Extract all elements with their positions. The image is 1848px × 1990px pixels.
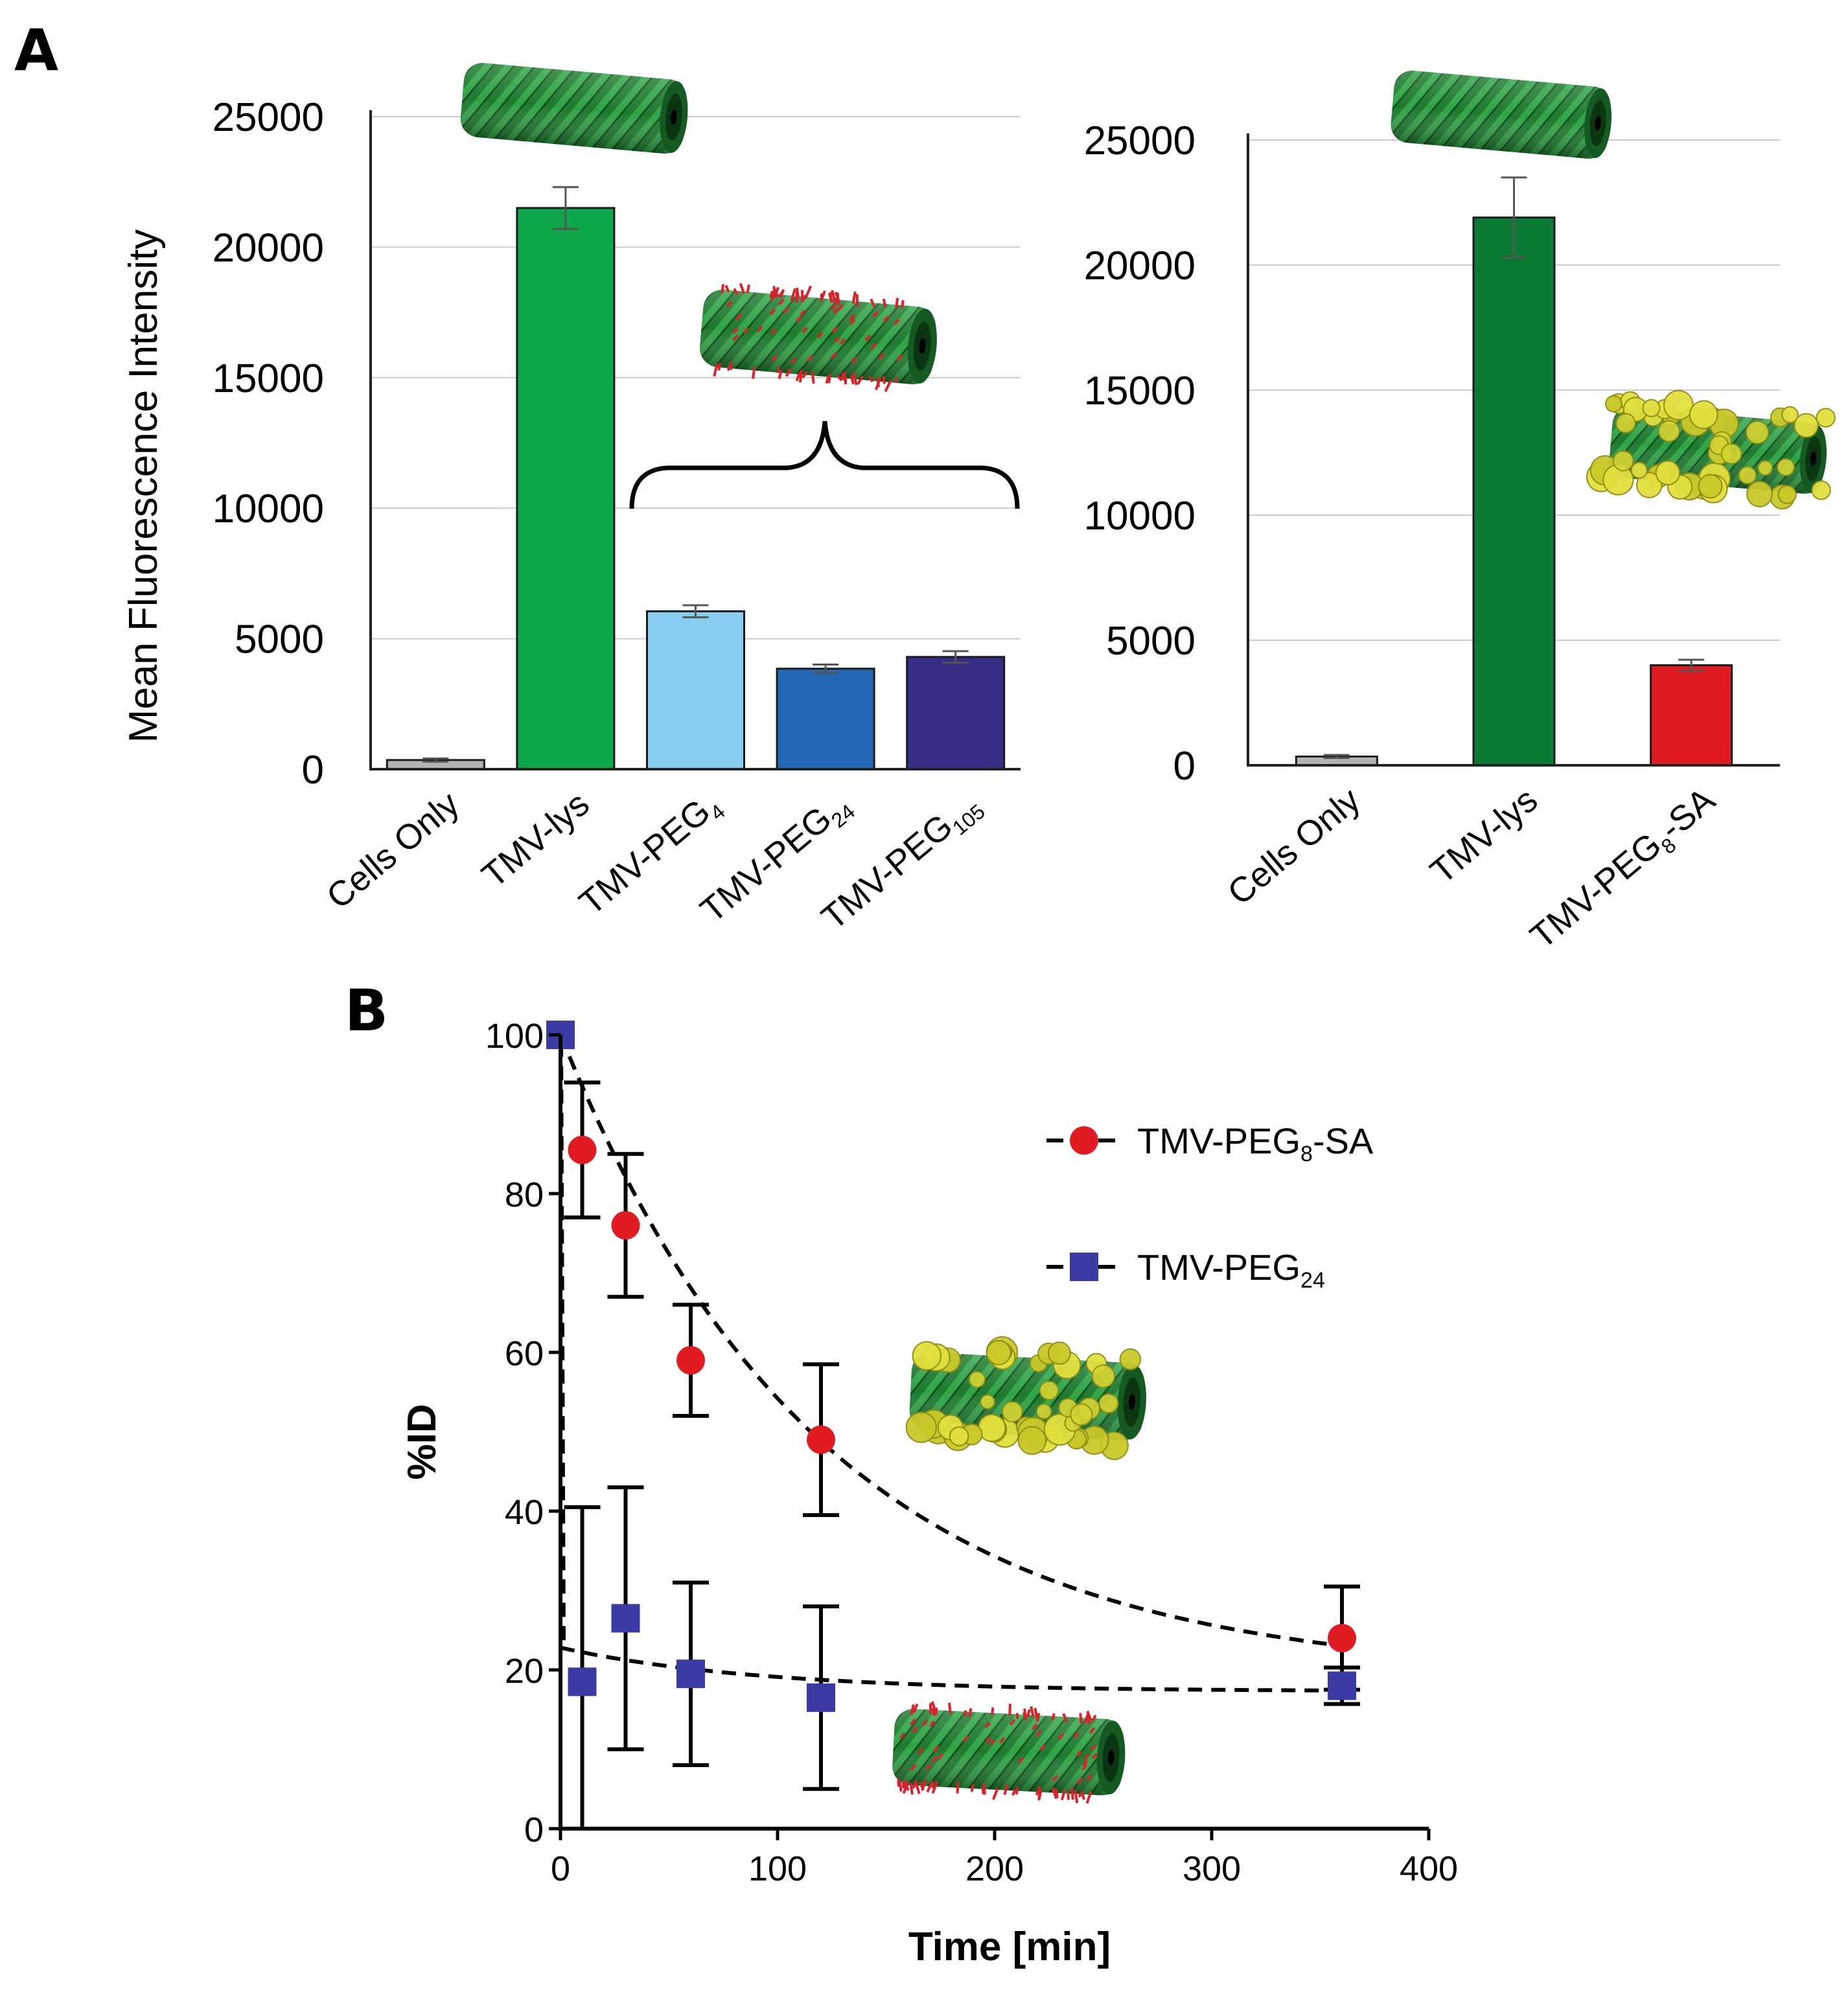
- legend: TMV-PEG8-SA TMV-PEG24: [1046, 1120, 1374, 1293]
- y-tick-label: 80: [505, 1175, 544, 1214]
- bar: [1650, 664, 1733, 767]
- legend-entry: TMV-PEG8-SA: [1046, 1120, 1374, 1166]
- error-bar: [682, 604, 709, 619]
- error-bar: [1678, 658, 1705, 672]
- error-bar: [552, 186, 579, 230]
- x-tick-label: Cells Only: [319, 784, 467, 916]
- tmv-rod-icon: [459, 61, 691, 156]
- data-point: [1328, 1624, 1356, 1652]
- bars: [386, 207, 1006, 770]
- y-tick-labels: 0 5000 10000 15000 20000 25000: [213, 95, 324, 793]
- x-tick-label: Cells Only: [1220, 780, 1367, 912]
- y-tick-label: 10000: [1084, 494, 1195, 538]
- error-bar: [942, 650, 969, 664]
- axes: [1247, 133, 1780, 767]
- legend-entry: TMV-PEG24: [1046, 1247, 1325, 1293]
- group-brace: [629, 421, 1020, 509]
- bar: [516, 207, 616, 770]
- bar: [906, 656, 1006, 770]
- axes: [549, 1033, 1431, 1840]
- error-bar: [1323, 754, 1350, 759]
- chart-a-left: 0 5000 10000 15000 20000 25000 Cells Only TMV-…: [121, 61, 1021, 938]
- y-tick-label: 20000: [1084, 244, 1195, 288]
- y-tick-label: 0: [302, 748, 324, 793]
- data-point: [1328, 1671, 1356, 1700]
- bar: [1472, 216, 1556, 767]
- legend-marker: [1070, 1126, 1098, 1155]
- y-tick-labels: 0 5000 10000 15000 20000 25000: [1084, 119, 1195, 789]
- x-tick-label: 0: [551, 1849, 570, 1888]
- x-tick-labels: Cells Only TMV-lysTMV-PEG4TMV-PEG24TMV-PE…: [319, 784, 989, 937]
- error-bar: [422, 757, 449, 763]
- data-point: [676, 1346, 705, 1375]
- panel-label-b: B: [345, 977, 388, 1044]
- y-tick-label: 10000: [213, 487, 324, 531]
- y-tick-label: 40: [505, 1493, 544, 1532]
- y-tick-label: 60: [505, 1334, 544, 1373]
- legend-marker: [1070, 1253, 1098, 1281]
- legend-label: TMV-PEG8-SA: [1137, 1120, 1374, 1166]
- fit-curve: [560, 1645, 1342, 1693]
- panel-label-a: A: [14, 17, 58, 84]
- x-tick-label: 300: [1183, 1849, 1241, 1888]
- x-tick-label: 100: [748, 1849, 807, 1888]
- x-axis-label: Time [min]: [908, 1925, 1111, 1969]
- y-tick-label: 15000: [1084, 369, 1195, 413]
- y-tick-label: 100: [485, 1017, 544, 1056]
- axes: [369, 110, 1021, 770]
- x-tick-labels: 0 100 200 300 400: [551, 1849, 1458, 1888]
- data-point: [611, 1604, 640, 1633]
- error-bar: [813, 663, 839, 674]
- bar: [776, 667, 875, 770]
- chart-b: 0 20 40 60 80 100 0 100 200 300 400 Time [min] %I…: [400, 1017, 1458, 1969]
- y-tick-label: 25000: [213, 95, 324, 140]
- y-axis-label: %ID: [400, 1404, 445, 1479]
- error-bars: [422, 186, 969, 763]
- y-tick-label: 25000: [1084, 119, 1195, 163]
- error-bars: [1323, 176, 1705, 759]
- pegylated-tmv-rod-icon: [891, 1701, 1127, 1804]
- y-tick-label: 0: [1173, 744, 1195, 789]
- pegylated-tmv-rod-icon: [698, 283, 940, 393]
- error-bar: [1501, 176, 1527, 259]
- x-tick-label: TMV-PEG8-SA: [1523, 780, 1726, 960]
- fit-curve: [559, 1034, 1343, 1648]
- y-tick-label: 0: [524, 1811, 544, 1849]
- data-point: [807, 1425, 835, 1454]
- y-tick-label: 15000: [213, 356, 324, 401]
- data-point: [568, 1135, 597, 1164]
- data-point: [611, 1211, 640, 1240]
- bar: [646, 610, 745, 770]
- serum-albumin-coated-tmv-icon: [905, 1336, 1148, 1461]
- y-axis-label: Mean Fluorescence Intensity: [121, 229, 166, 743]
- serum-albumin-coated-tmv-icon: [1586, 389, 1836, 510]
- chart-a-right: 0 5000 10000 15000 20000 25000 Cells Only TMV-…: [1084, 69, 1836, 960]
- data-point: [807, 1683, 835, 1712]
- x-tick-label: 200: [965, 1849, 1024, 1888]
- y-tick-label: 5000: [235, 618, 324, 662]
- x-tick-label: TMV-lys: [1423, 780, 1545, 891]
- tmv-rod-icon: [1389, 69, 1615, 161]
- x-tick-label: 400: [1400, 1849, 1458, 1888]
- legend-label: TMV-PEG24: [1137, 1247, 1325, 1293]
- y-tick-label: 20: [505, 1652, 544, 1691]
- bars: [1295, 216, 1733, 767]
- data-point: [676, 1660, 705, 1689]
- y-tick-label: 20000: [213, 226, 324, 270]
- data-point: [568, 1667, 597, 1696]
- x-tick-label: TMV-lys: [475, 784, 597, 895]
- y-tick-label: 5000: [1106, 619, 1195, 664]
- y-tick-labels: 0 20 40 60 80 100: [485, 1017, 544, 1849]
